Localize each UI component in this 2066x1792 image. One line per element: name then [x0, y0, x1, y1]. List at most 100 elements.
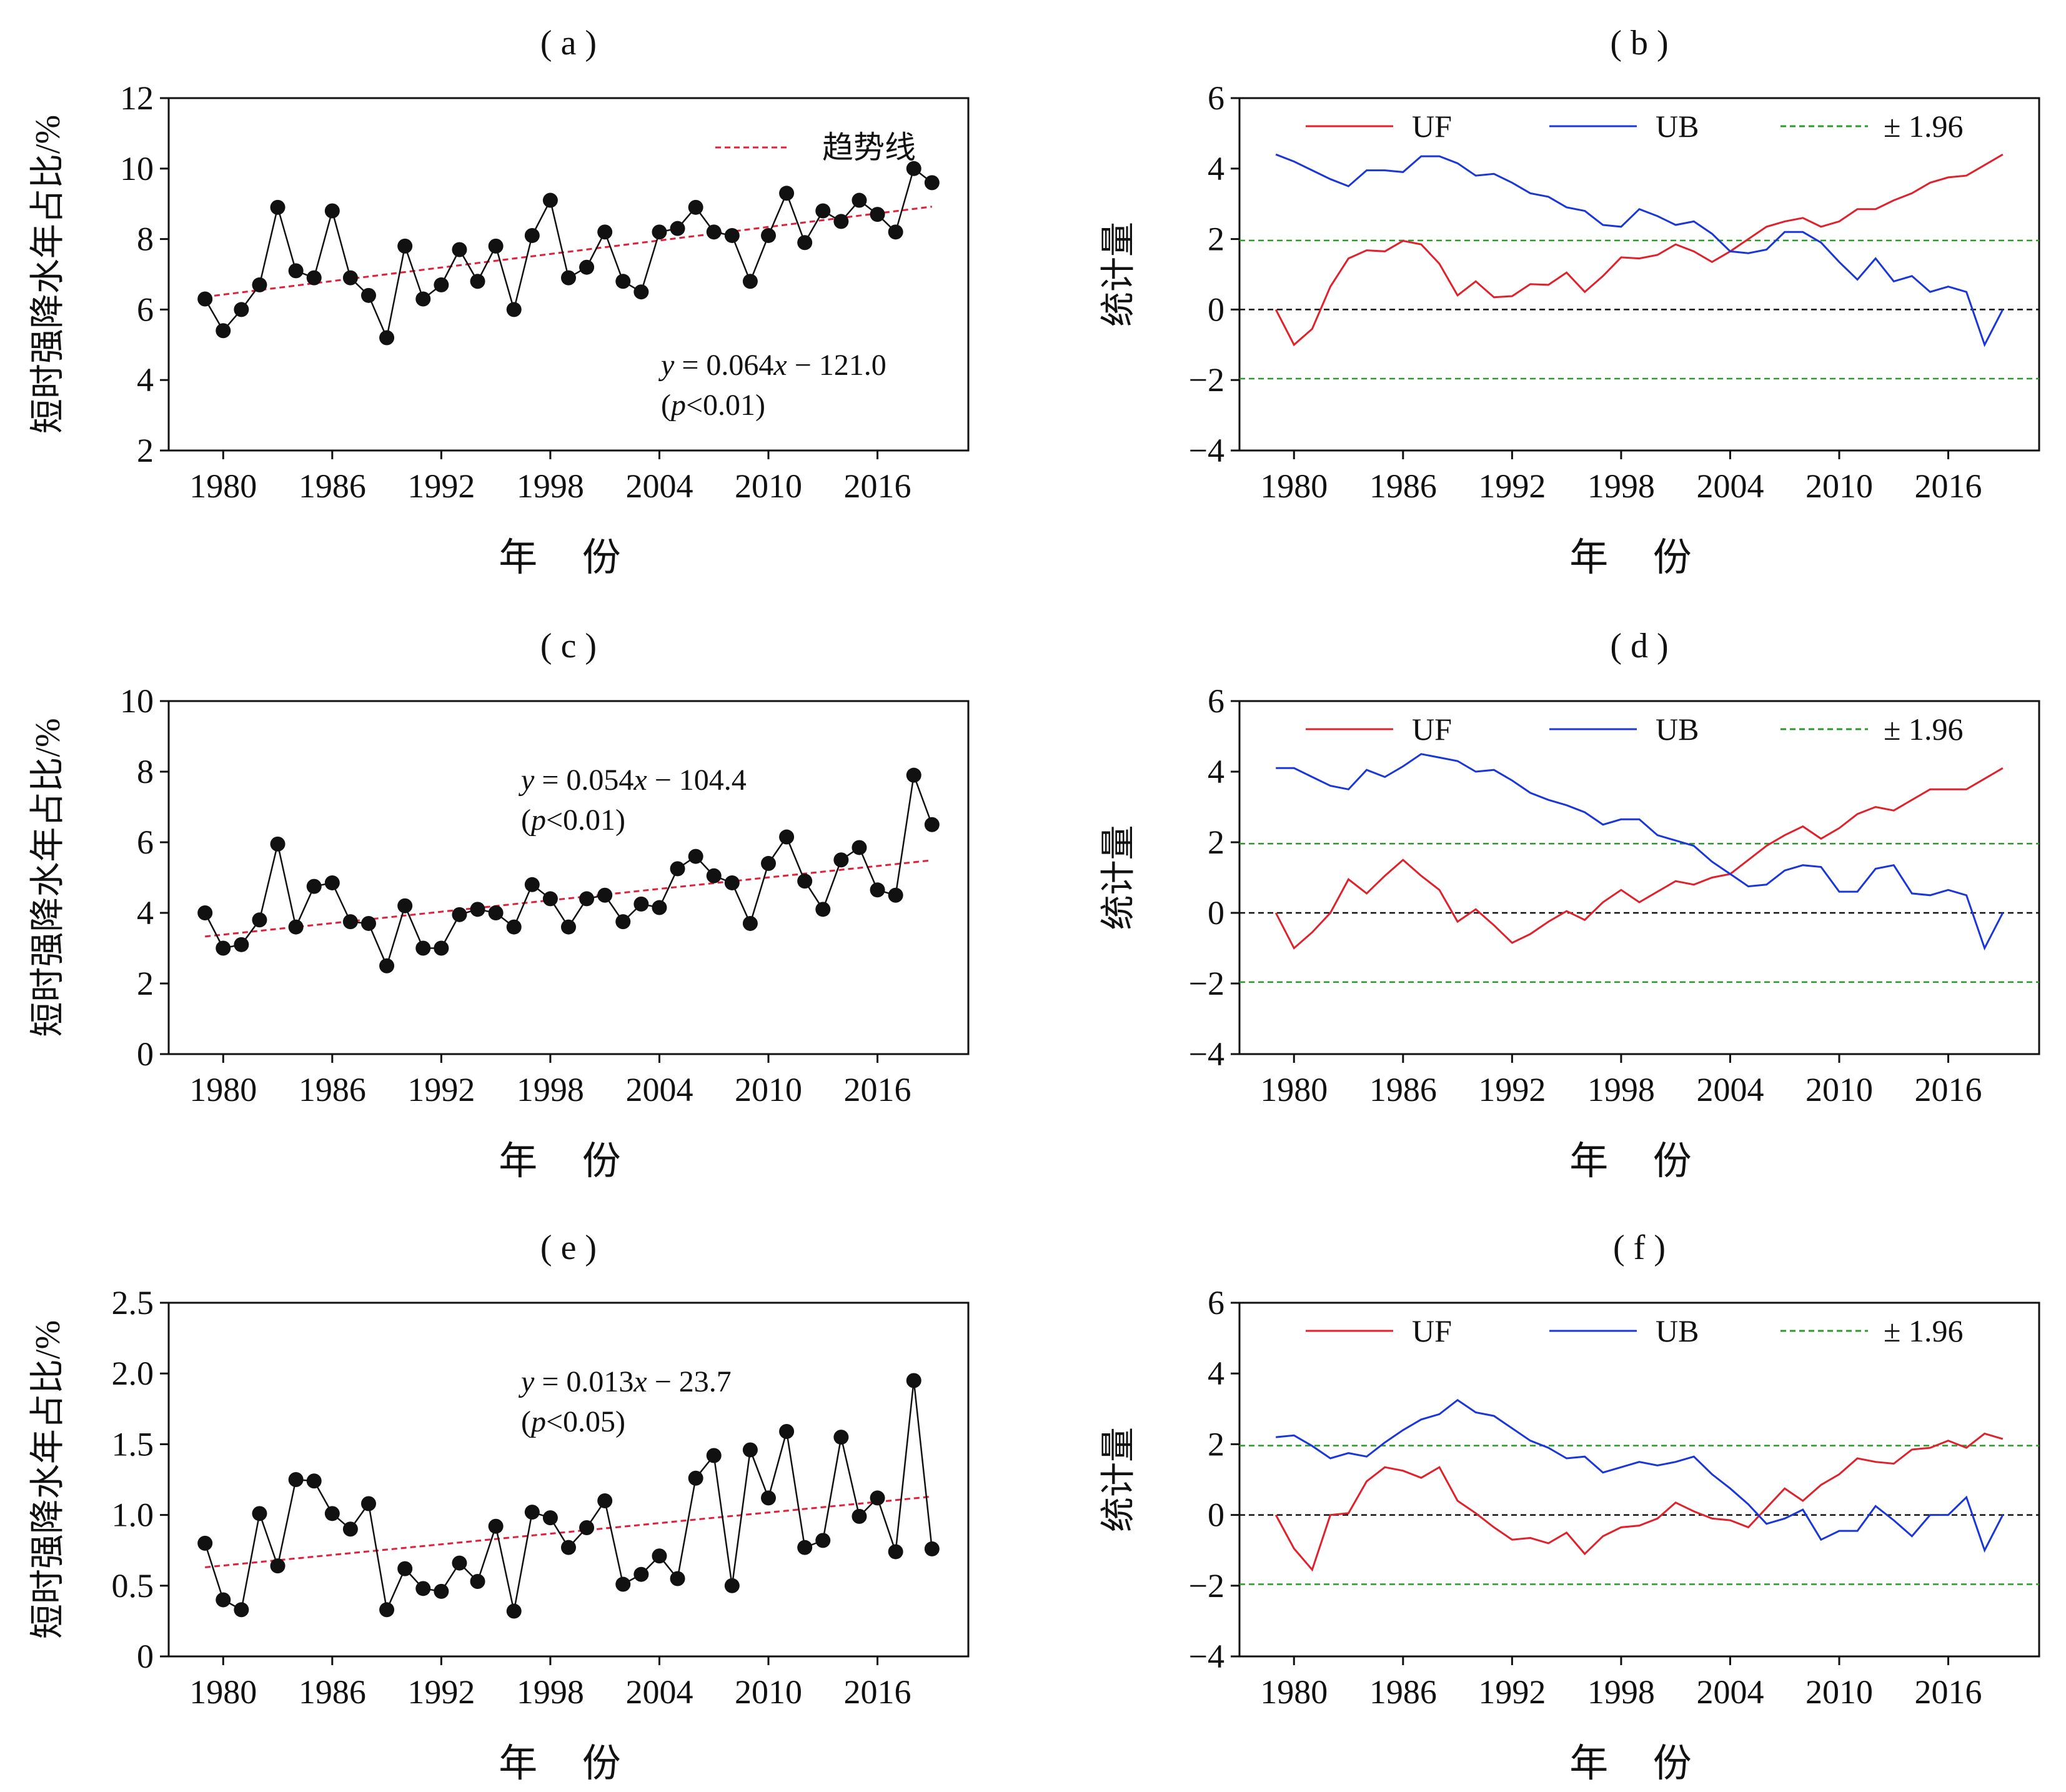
- data-point: [724, 875, 740, 890]
- data-point: [579, 1520, 595, 1535]
- x-tick-label: 1980: [189, 1673, 257, 1711]
- y-tick-label: −4: [1189, 1035, 1224, 1073]
- x-tick-label: 2016: [844, 1673, 911, 1711]
- data-point: [724, 1578, 740, 1593]
- y-tick-label: 4: [137, 361, 154, 399]
- x-tick-label: 2010: [1805, 1673, 1873, 1711]
- y-axis-label: 统计量: [1100, 222, 1138, 327]
- data-point: [706, 224, 722, 240]
- data-point: [833, 1430, 849, 1445]
- data-point: [506, 919, 522, 935]
- plot-frame: [1238, 97, 2040, 452]
- x-tick-label: 1986: [1369, 1071, 1437, 1108]
- data-point: [288, 263, 304, 279]
- data-point: [270, 1558, 286, 1574]
- data-point: [488, 238, 504, 254]
- x-tick-label: 1980: [189, 1071, 257, 1108]
- x-axis-label: 年 份: [1569, 1743, 1709, 1785]
- data-point: [742, 915, 758, 931]
- data-point: [888, 224, 903, 240]
- series-ub: [1276, 753, 2004, 951]
- x-axis-label: 年 份: [499, 537, 638, 579]
- panel-c: ( c ) 0 2 4 6 8 10 1980 1986 1992 1998 2004 2010 2016…: [29, 627, 970, 1183]
- y-tick-label: −4: [1189, 1638, 1224, 1675]
- trend-line: [205, 859, 932, 938]
- y-tick-label: 0: [1208, 291, 1224, 328]
- regression-equation: y = 0.013x − 23.7: [518, 1365, 732, 1398]
- y-tick-label: 2: [1208, 221, 1224, 258]
- y-tick-label: 8: [137, 221, 154, 258]
- x-tick-label: 1992: [407, 467, 475, 505]
- panel-caption: ( f ): [1613, 1228, 1666, 1267]
- data-point: [906, 1373, 921, 1388]
- y-tick-label: −2: [1189, 361, 1224, 399]
- panel-d: ( d ) −4 −2 0 2 4 6 1980 1986 1992 1998 2004 2010 201…: [1100, 627, 2040, 1183]
- data-point: [415, 940, 431, 956]
- data-point: [524, 877, 540, 892]
- trend-line: [204, 206, 933, 298]
- data-point: [597, 1493, 613, 1508]
- data-point: [506, 1603, 522, 1619]
- data-point: [833, 214, 849, 229]
- data-point: [852, 840, 867, 855]
- data-point: [870, 1490, 885, 1506]
- data-point: [833, 852, 849, 868]
- data-point: [270, 199, 286, 215]
- x-tick-label: 2004: [625, 1071, 693, 1108]
- legend-label: ± 1.96: [1884, 109, 1963, 144]
- data-point: [397, 238, 413, 254]
- data-point: [615, 274, 631, 289]
- y-tick-label: −2: [1189, 1567, 1224, 1605]
- panel-a: ( a ) 2 4 6 8 10 12 1980 1986 1992 1998 2004 2010 201…: [29, 24, 970, 579]
- data-point: [342, 914, 358, 930]
- y-tick-label: 0: [1208, 894, 1224, 932]
- data-point: [906, 767, 921, 783]
- x-tick-label: 1986: [1369, 1673, 1437, 1711]
- x-tick-label: 1998: [517, 467, 584, 505]
- y-axis-label: 统计量: [1100, 1427, 1138, 1532]
- x-axis-label: 年 份: [1569, 1140, 1709, 1183]
- regression-equation: y = 0.054x − 104.4: [518, 764, 747, 797]
- regression-equation: y = 0.064x − 121.0: [658, 349, 886, 382]
- x-tick-label: 2016: [1915, 1071, 1982, 1108]
- data-point: [852, 192, 867, 208]
- data-point: [361, 915, 376, 931]
- data-point: [434, 277, 449, 292]
- legend-label: UF: [1412, 1313, 1452, 1348]
- y-tick-label: 2: [1208, 824, 1224, 861]
- data-point: [797, 874, 813, 889]
- series-uf: [1274, 1432, 2004, 1572]
- panel-b: ( b ) −4 −2 0 2 4 6 1980 1986 1992 1998 2004 2010 201…: [1100, 24, 2040, 579]
- legend-label: ± 1.96: [1884, 1313, 1963, 1348]
- data-point: [397, 898, 413, 913]
- y-axis-label: 短时强降水年占比/%: [29, 115, 67, 434]
- data-point: [379, 1602, 395, 1618]
- data-point: [234, 1602, 249, 1618]
- x-tick-label: 1998: [1587, 1071, 1655, 1108]
- data-point: [615, 1576, 631, 1592]
- data-point: [597, 224, 613, 240]
- x-axis-label: 年 份: [1569, 537, 1709, 579]
- data-point: [470, 274, 485, 289]
- data-point: [815, 902, 831, 917]
- x-tick-label: 2004: [1696, 1673, 1764, 1711]
- panel-f: ( f ) −4 −2 0 2 4 6 1980 1986 1992 1998 2004 2010 201…: [1100, 1228, 2040, 1785]
- data-point: [688, 849, 703, 864]
- data-point: [797, 1540, 813, 1555]
- x-tick-label: 2004: [625, 467, 693, 505]
- data-point: [452, 242, 467, 257]
- data-point: [470, 902, 485, 917]
- data-point: [706, 868, 722, 884]
- x-tick-label: 1986: [1369, 467, 1437, 505]
- data-point: [415, 291, 431, 307]
- data-point: [434, 940, 449, 956]
- data-point: [615, 914, 631, 930]
- data-point: [706, 1448, 722, 1463]
- data-point: [688, 1470, 703, 1486]
- data-point: [670, 861, 685, 877]
- y-tick-label: 6: [137, 291, 154, 328]
- y-axis-label: 统计量: [1100, 825, 1138, 930]
- data-point: [324, 1506, 340, 1521]
- x-tick-label: 1980: [1260, 1071, 1328, 1108]
